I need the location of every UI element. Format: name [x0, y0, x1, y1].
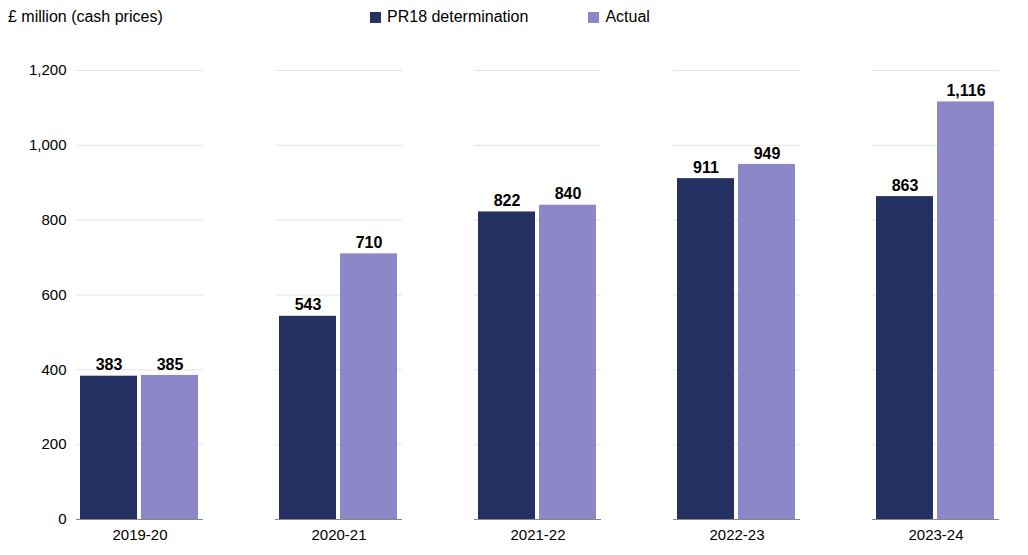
svg-text:600: 600 — [41, 286, 66, 303]
svg-text:710: 710 — [356, 234, 383, 251]
svg-text:911: 911 — [693, 159, 719, 176]
svg-text:2020-21: 2020-21 — [311, 526, 366, 543]
svg-text:840: 840 — [555, 185, 582, 202]
svg-text:1,000: 1,000 — [29, 136, 67, 153]
svg-text:200: 200 — [41, 435, 66, 452]
svg-text:383: 383 — [96, 356, 123, 373]
svg-text:543: 543 — [295, 296, 322, 313]
svg-text:2023-24: 2023-24 — [908, 526, 963, 543]
html-text:Actual: Actual — [605, 8, 650, 25]
svg-text:949: 949 — [754, 145, 781, 162]
svg-text:0: 0 — [58, 510, 66, 527]
svg-text:2022-23: 2022-23 — [709, 526, 764, 543]
svg-text:385: 385 — [157, 356, 184, 373]
svg-text:2019-20: 2019-20 — [112, 526, 167, 543]
svg-text:2021-22: 2021-22 — [510, 526, 565, 543]
svg-text:863: 863 — [892, 177, 919, 194]
html-text:£ million (cash prices): £ million (cash prices) — [8, 8, 163, 25]
svg-text:1,200: 1,200 — [29, 61, 67, 78]
svg-text:800: 800 — [41, 211, 66, 228]
html-text:PR18 determination: PR18 determination — [387, 8, 529, 25]
svg-text:822: 822 — [494, 192, 521, 209]
svg-text:400: 400 — [41, 361, 66, 378]
svg-text:1,116: 1,116 — [946, 82, 985, 99]
